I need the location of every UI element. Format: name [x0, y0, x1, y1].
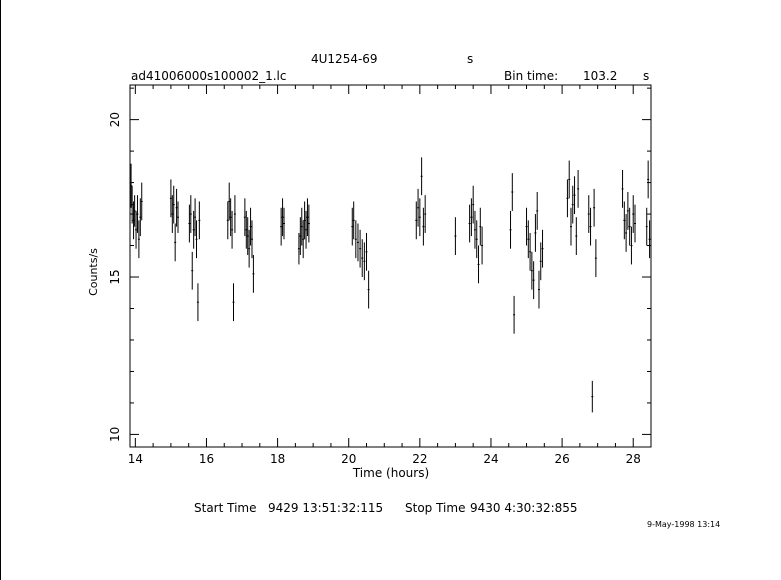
chart-title: 4U1254-69 — [311, 52, 378, 66]
x-tick-label: 14 — [128, 452, 143, 466]
bin-time-label: Bin time: — [504, 69, 559, 83]
stop-time-value: 9430 4:30:32:855 — [470, 501, 578, 515]
date-stamp: 9-May-1998 13:14 — [647, 520, 721, 529]
chart-title-suffix: s — [467, 52, 474, 66]
x-tick-label: 26 — [554, 452, 569, 466]
x-tick-label: 20 — [341, 452, 356, 466]
y-tick-label: 10 — [108, 427, 122, 442]
x-tick-label: 28 — [626, 452, 641, 466]
y-tick-label: 20 — [108, 112, 122, 127]
page-left-border — [0, 0, 1, 580]
start-time-label: Start Time — [194, 501, 257, 515]
bin-time-value: 103.2 — [583, 69, 618, 83]
plot-axes: 14 16 18 20 22 24 26 28 10 15 20 — [108, 84, 652, 466]
x-tick-label: 18 — [270, 452, 285, 466]
y-axis-label: Counts/s — [87, 248, 100, 296]
x-tick-label: 22 — [412, 452, 427, 466]
bin-time-unit: s — [643, 69, 650, 83]
x-tick-label: 24 — [483, 452, 498, 466]
x-axis-label: Time (hours) — [352, 466, 429, 480]
stop-time-label: Stop Time — [405, 501, 466, 515]
x-tick-label: 16 — [199, 452, 214, 466]
file-name: ad41006000s100002_1.lc — [131, 69, 287, 83]
y-tick-label: 15 — [108, 269, 122, 284]
plot-frame — [129, 84, 652, 448]
data-marks — [130, 157, 651, 413]
start-time-value: 9429 13:51:32:115 — [268, 501, 384, 515]
